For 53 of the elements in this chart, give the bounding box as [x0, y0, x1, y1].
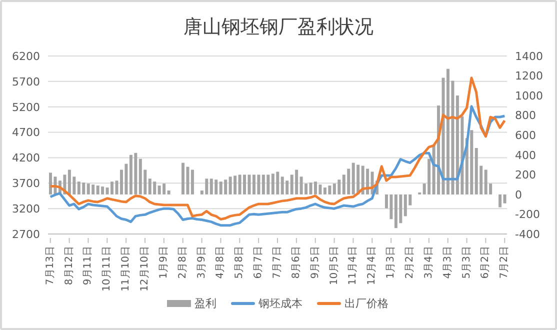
- y-tick-label: 5700: [12, 75, 40, 88]
- bar: [190, 170, 194, 194]
- bar: [503, 194, 506, 204]
- y-tick-label: 6200: [12, 50, 40, 63]
- legend-label: 钢坯成本: [258, 296, 302, 311]
- x-tick-label: 7月7日: [272, 246, 283, 279]
- x-tick-label: 11月10日: [120, 246, 132, 292]
- y2-tick-label: -200: [515, 208, 540, 222]
- x-tick-label: 9月11日: [82, 246, 94, 286]
- x-tick-label: 4月8日: [215, 246, 226, 279]
- x-tick-label: 1月9日: [158, 246, 170, 279]
- y-tick-label: 4200: [12, 152, 40, 165]
- chart-title: 唐山钢坯钢厂盈利状况: [182, 15, 374, 40]
- y-tick-label: 2700: [12, 228, 40, 241]
- y2-tick-label: 1400: [515, 50, 543, 63]
- bar: [167, 190, 170, 194]
- y2-tick-label: -400: [515, 228, 540, 241]
- y-tick-label: 4700: [12, 126, 40, 140]
- x-tick-label: 2月8日: [177, 246, 188, 279]
- y2-tick-label: 0: [515, 188, 522, 202]
- line-series: [49, 105, 506, 227]
- y2-tick-label: 600: [515, 129, 536, 142]
- x-tick-label: 8月12日: [64, 246, 75, 286]
- x-tick-label: 12月4日: [366, 246, 378, 286]
- y2-tick-label: 800: [515, 109, 536, 122]
- x-tick-label: 3月4日: [423, 246, 434, 279]
- y-tick-label: 3200: [12, 202, 40, 216]
- x-tick-label: 6月7日: [253, 246, 264, 279]
- x-tick-label: 11月4日: [348, 246, 359, 286]
- x-tick-label: 3月9日: [196, 246, 208, 279]
- x-tick-label: 12月10日: [140, 246, 151, 292]
- x-tick-label: 2月2日: [404, 246, 416, 279]
- x-tick-label: 4月3日: [442, 246, 454, 279]
- bar: [498, 194, 502, 208]
- x-tick-label: 8月6日: [290, 246, 302, 279]
- x-tick-label: 6月2日: [480, 246, 492, 279]
- x-tick-label: 9月5日: [310, 246, 321, 279]
- y2-tick-label: 200: [515, 168, 536, 182]
- y-tick-label: 5200: [12, 100, 40, 114]
- y2-tick-label: 1000: [515, 89, 543, 102]
- x-tick-label: 1月3日: [386, 246, 397, 279]
- x-tick-label: 7月13日: [44, 246, 56, 286]
- x-tick-label: 10月5日: [328, 246, 340, 286]
- legend-label: 出厂价格: [344, 296, 388, 311]
- x-tick-label: 7月2日: [499, 246, 510, 279]
- x-tick-label: 5月3日: [461, 246, 472, 279]
- line-series: [49, 76, 506, 220]
- x-tick-label: 10月11日: [102, 246, 113, 292]
- y2-tick-label: 400: [515, 148, 536, 162]
- x-tick-label: 5月8日: [234, 246, 246, 279]
- legend-label: 盈利: [194, 296, 216, 311]
- y2-tick-label: 1200: [515, 70, 543, 83]
- y-tick-label: 3700: [12, 177, 40, 190]
